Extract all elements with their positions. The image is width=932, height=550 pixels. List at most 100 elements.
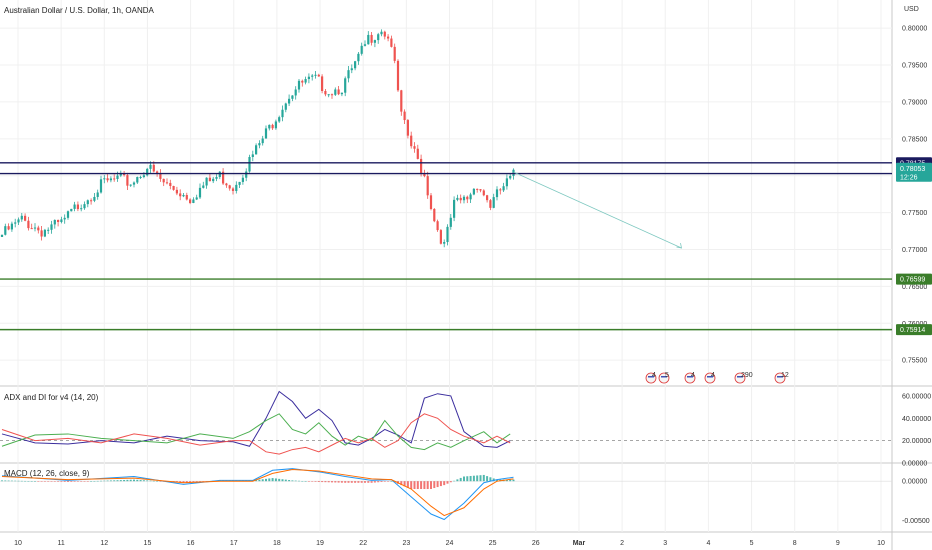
candle[interactable]: [291, 95, 294, 99]
macd-histogram-bar[interactable]: [482, 474, 485, 482]
macd-histogram-bar[interactable]: [100, 480, 102, 482]
macd-histogram-bar[interactable]: [103, 480, 106, 482]
macd-histogram-bar[interactable]: [334, 481, 337, 483]
candle[interactable]: [27, 220, 30, 229]
macd-histogram-bar[interactable]: [129, 479, 132, 482]
candle[interactable]: [33, 227, 37, 229]
candle[interactable]: [238, 181, 241, 185]
candle[interactable]: [149, 164, 152, 169]
candle[interactable]: [225, 183, 228, 186]
macd-histogram-bar[interactable]: [67, 481, 69, 482]
candle[interactable]: [73, 204, 76, 209]
candle[interactable]: [10, 223, 13, 230]
macd-histogram-bar[interactable]: [34, 481, 36, 482]
macd-histogram-bar[interactable]: [57, 481, 60, 482]
candle[interactable]: [347, 70, 350, 79]
macd-histogram-bar[interactable]: [10, 480, 13, 482]
candle[interactable]: [17, 219, 20, 223]
macd-histogram-bar[interactable]: [426, 481, 429, 490]
candle[interactable]: [330, 94, 334, 96]
candle[interactable]: [162, 178, 165, 183]
macd-histogram-bar[interactable]: [119, 480, 122, 482]
candle[interactable]: [30, 228, 33, 230]
candle[interactable]: [321, 76, 324, 91]
macd-histogram-bar[interactable]: [357, 481, 360, 483]
macd-histogram-bar[interactable]: [116, 480, 119, 482]
candle[interactable]: [327, 94, 330, 96]
macd-histogram-bar[interactable]: [136, 479, 139, 482]
candle[interactable]: [251, 154, 254, 158]
candle[interactable]: [96, 192, 99, 197]
macd-histogram-bar[interactable]: [463, 476, 465, 482]
macd-histogram-bar[interactable]: [370, 481, 373, 483]
candle[interactable]: [136, 177, 139, 183]
candle[interactable]: [443, 242, 446, 244]
candle[interactable]: [235, 184, 238, 191]
macd-histogram-bar[interactable]: [179, 481, 182, 483]
macd-histogram-bar[interactable]: [489, 477, 492, 482]
macd-histogram-bar[interactable]: [284, 479, 287, 482]
candle[interactable]: [179, 193, 182, 197]
candle[interactable]: [505, 178, 508, 187]
macd-histogram-bar[interactable]: [27, 481, 30, 482]
macd-histogram-bar[interactable]: [410, 481, 413, 490]
candle[interactable]: [109, 178, 112, 181]
macd-histogram-bar[interactable]: [7, 480, 10, 482]
event-flag-icon[interactable]: [734, 372, 746, 384]
candle[interactable]: [420, 158, 423, 174]
macd-histogram-bar[interactable]: [43, 481, 46, 482]
candle[interactable]: [403, 111, 406, 121]
candle[interactable]: [288, 98, 291, 104]
macd-histogram-bar[interactable]: [17, 480, 20, 482]
candle[interactable]: [99, 179, 103, 193]
candle[interactable]: [459, 197, 462, 201]
candle[interactable]: [80, 208, 83, 210]
macd-histogram-bar[interactable]: [433, 481, 436, 489]
macd-histogram-bar[interactable]: [314, 481, 317, 482]
event-flag-icon[interactable]: [704, 372, 716, 384]
macd-histogram-bar[interactable]: [298, 480, 300, 482]
candle[interactable]: [472, 188, 475, 195]
candle[interactable]: [248, 157, 251, 172]
macd-histogram-bar[interactable]: [60, 481, 63, 482]
macd-line[interactable]: [1, 468, 514, 521]
event-flag-icon[interactable]: [645, 372, 657, 384]
macd-histogram-bar[interactable]: [344, 481, 347, 483]
macd-histogram-bar[interactable]: [439, 481, 442, 487]
candle[interactable]: [350, 68, 353, 71]
macd-histogram-bar[interactable]: [291, 480, 294, 482]
candle[interactable]: [258, 143, 261, 146]
candle[interactable]: [324, 90, 327, 95]
candle[interactable]: [40, 230, 43, 237]
macd-histogram-bar[interactable]: [189, 481, 192, 483]
candle[interactable]: [208, 177, 211, 182]
macd-histogram-bar[interactable]: [364, 481, 366, 483]
macd-histogram-bar[interactable]: [30, 481, 33, 482]
macd-histogram-bar[interactable]: [73, 481, 76, 482]
candle[interactable]: [360, 45, 363, 54]
candle[interactable]: [410, 135, 413, 147]
candle[interactable]: [83, 204, 86, 209]
macd-histogram-bar[interactable]: [416, 481, 419, 490]
candle[interactable]: [297, 80, 301, 90]
candle[interactable]: [192, 199, 195, 203]
macd-histogram-bar[interactable]: [413, 481, 416, 490]
candle[interactable]: [344, 78, 347, 93]
macd-histogram-bar[interactable]: [123, 479, 126, 482]
candle[interactable]: [60, 219, 63, 223]
candle[interactable]: [245, 171, 248, 178]
macd-histogram-bar[interactable]: [50, 481, 53, 482]
candle[interactable]: [334, 89, 337, 95]
candle[interactable]: [165, 182, 169, 184]
macd-histogram-bar[interactable]: [96, 480, 99, 482]
macd-histogram-bar[interactable]: [24, 480, 27, 482]
macd-histogram-bar[interactable]: [90, 481, 93, 482]
candle[interactable]: [396, 60, 400, 91]
macd-histogram-bar[interactable]: [317, 481, 320, 482]
macd-histogram-bar[interactable]: [301, 481, 304, 482]
macd-histogram-bar[interactable]: [472, 475, 475, 482]
candle[interactable]: [301, 80, 304, 83]
candle[interactable]: [479, 189, 482, 191]
candle[interactable]: [489, 200, 492, 208]
macd-histogram-bar[interactable]: [327, 481, 330, 483]
